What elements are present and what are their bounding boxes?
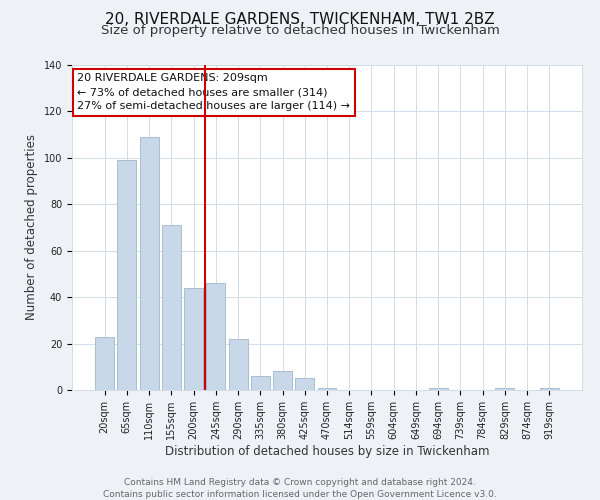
Bar [206,283,225,390]
Bar [496,388,514,390]
Bar [317,388,337,390]
Bar [140,137,158,390]
Bar [429,388,448,390]
X-axis label: Distribution of detached houses by size in Twickenham: Distribution of detached houses by size … [165,444,489,458]
Bar [273,372,292,390]
Text: Size of property relative to detached houses in Twickenham: Size of property relative to detached ho… [101,24,499,37]
Bar [162,225,181,390]
Y-axis label: Number of detached properties: Number of detached properties [25,134,38,320]
Text: 20, RIVERDALE GARDENS, TWICKENHAM, TW1 2BZ: 20, RIVERDALE GARDENS, TWICKENHAM, TW1 2… [105,12,495,28]
Bar [118,160,136,390]
Bar [95,336,114,390]
Text: Contains HM Land Registry data © Crown copyright and database right 2024.
Contai: Contains HM Land Registry data © Crown c… [103,478,497,499]
Bar [184,288,203,390]
Bar [540,388,559,390]
Bar [295,378,314,390]
Bar [251,376,270,390]
Bar [229,339,248,390]
Text: 20 RIVERDALE GARDENS: 209sqm
← 73% of detached houses are smaller (314)
27% of s: 20 RIVERDALE GARDENS: 209sqm ← 73% of de… [77,73,350,111]
